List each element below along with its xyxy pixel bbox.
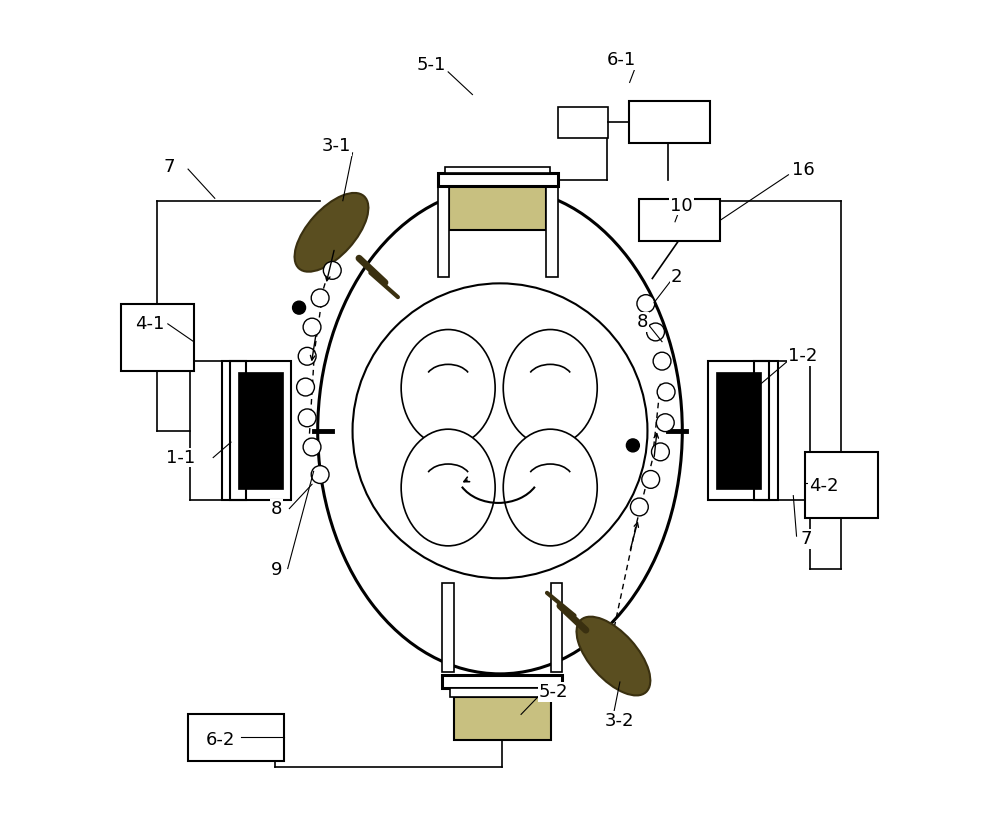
Text: 4-1: 4-1 xyxy=(135,315,165,333)
Ellipse shape xyxy=(295,193,368,272)
Bar xyxy=(445,167,550,173)
Bar xyxy=(442,583,454,672)
Ellipse shape xyxy=(401,329,495,446)
Circle shape xyxy=(630,498,648,516)
Ellipse shape xyxy=(401,429,495,546)
Circle shape xyxy=(652,443,669,461)
Circle shape xyxy=(642,471,660,489)
Text: 5-1: 5-1 xyxy=(416,55,446,74)
Bar xyxy=(805,452,878,519)
Text: 8: 8 xyxy=(637,313,648,331)
Text: 7: 7 xyxy=(164,159,175,176)
Circle shape xyxy=(303,438,321,456)
Bar xyxy=(558,107,608,137)
Text: 4-2: 4-2 xyxy=(809,477,839,495)
Text: 3-2: 3-2 xyxy=(605,712,635,730)
Bar xyxy=(121,304,194,371)
Circle shape xyxy=(311,466,329,484)
Bar xyxy=(238,372,283,489)
Circle shape xyxy=(323,262,341,280)
Bar xyxy=(546,186,558,277)
Text: 8: 8 xyxy=(271,499,282,518)
Circle shape xyxy=(657,383,675,401)
Bar xyxy=(230,361,291,501)
Circle shape xyxy=(297,378,314,396)
Text: 1-1: 1-1 xyxy=(166,449,195,467)
Bar xyxy=(551,583,562,672)
Text: 6-1: 6-1 xyxy=(607,50,636,69)
Ellipse shape xyxy=(503,329,597,446)
Bar xyxy=(454,697,551,741)
Text: 6-2: 6-2 xyxy=(206,732,235,750)
Bar xyxy=(438,173,558,186)
Circle shape xyxy=(311,289,329,307)
Text: 1-2: 1-2 xyxy=(788,347,818,365)
Circle shape xyxy=(353,284,647,578)
Circle shape xyxy=(637,294,655,312)
Bar xyxy=(442,676,562,689)
Circle shape xyxy=(303,318,321,336)
Circle shape xyxy=(656,414,674,432)
Bar xyxy=(639,199,720,241)
Text: 10: 10 xyxy=(670,197,693,215)
Text: 9: 9 xyxy=(271,561,282,579)
Text: 3-1: 3-1 xyxy=(322,137,351,154)
Text: 16: 16 xyxy=(792,161,815,179)
Bar xyxy=(708,361,769,501)
Circle shape xyxy=(298,409,316,427)
Ellipse shape xyxy=(503,429,597,546)
Text: 2: 2 xyxy=(671,267,682,286)
Bar xyxy=(222,361,246,501)
Ellipse shape xyxy=(318,188,682,674)
Text: 5-2: 5-2 xyxy=(539,683,568,701)
Ellipse shape xyxy=(577,616,650,695)
Bar xyxy=(716,372,761,489)
Bar xyxy=(188,715,284,762)
Bar xyxy=(438,186,449,277)
Bar xyxy=(450,689,555,697)
Bar xyxy=(754,361,778,501)
Circle shape xyxy=(647,323,664,341)
Circle shape xyxy=(653,352,671,370)
Circle shape xyxy=(293,301,306,314)
Text: 7: 7 xyxy=(801,530,812,549)
Bar xyxy=(449,186,546,230)
Bar xyxy=(629,101,710,143)
Circle shape xyxy=(298,347,316,365)
Circle shape xyxy=(626,439,639,452)
